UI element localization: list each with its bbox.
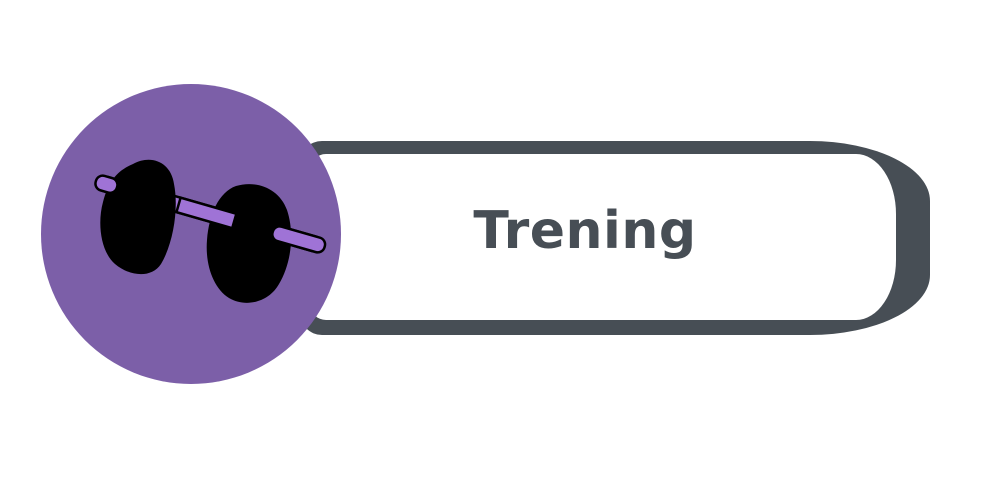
training-button[interactable]: Trening — [310, 154, 896, 320]
dumbbell-icon — [94, 159, 327, 303]
button-label: Trening — [473, 201, 697, 261]
icon-badge — [41, 84, 341, 384]
